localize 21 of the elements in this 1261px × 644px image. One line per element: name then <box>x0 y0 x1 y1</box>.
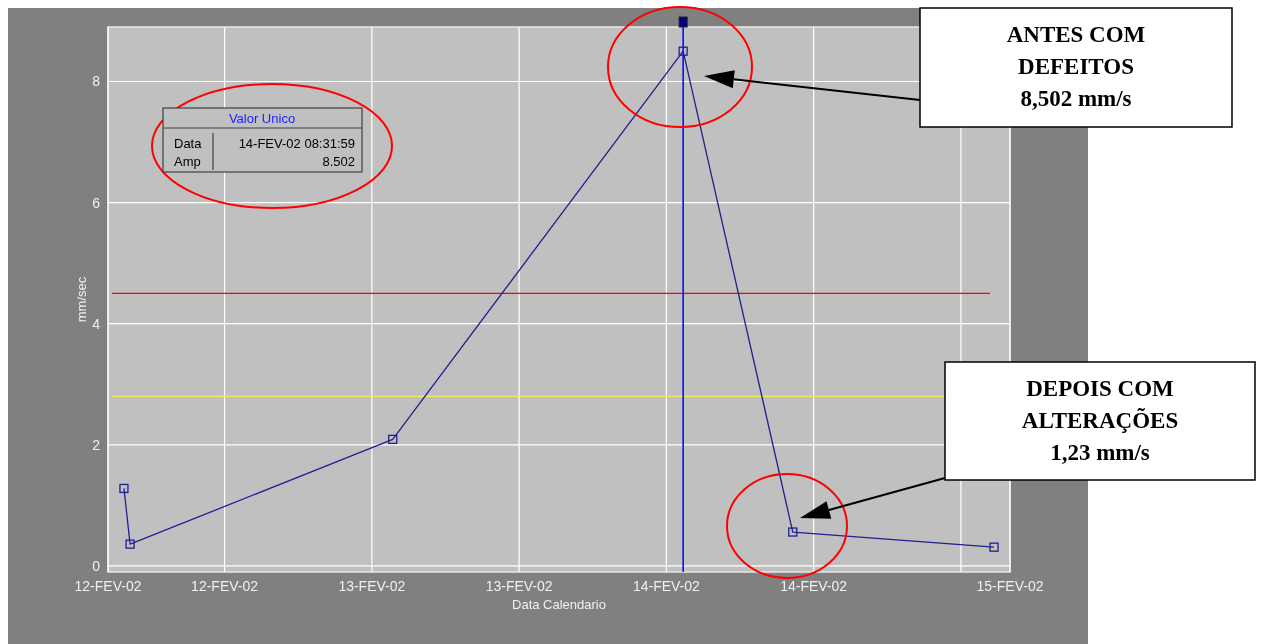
x-tick-label: 12-FEV-02 <box>191 578 259 594</box>
x-tick-label: 12-FEV-02 <box>74 578 142 594</box>
y-tick-label: 2 <box>92 436 101 453</box>
annotation: Data <box>174 136 203 151</box>
x-tick-label: 14-FEV-02 <box>780 578 848 594</box>
annotation: ANTES COM DEFEITOS 8,502 mm/s <box>1006 22 1146 111</box>
y-tick-label: 0 <box>92 557 101 574</box>
text: DEPOIS COM ALTERAÇÕES 1,23 mm/s <box>1021 376 1179 465</box>
x-tick-label: 13-FEV-02 <box>338 578 406 594</box>
x-tick-label: 14-FEV-02 <box>632 578 701 594</box>
annotation: 8.502 <box>322 154 355 169</box>
x-tick-label: 13-FEV-02 <box>485 578 553 594</box>
annotation: Amp <box>174 154 201 169</box>
y-tick-label: 4 <box>92 315 101 332</box>
x-tick-label: 15-FEV-02 <box>976 578 1044 594</box>
y-axis-title: mm/sec <box>74 276 89 323</box>
x-axis-title: Data Calendario <box>512 597 606 612</box>
annotation: Valor Unico <box>228 111 296 126</box>
y-tick-label: 6 <box>92 194 101 211</box>
y-tick-label: 8 <box>92 73 101 90</box>
annotation: 14-FEV-02 08:31:59 <box>238 136 355 151</box>
